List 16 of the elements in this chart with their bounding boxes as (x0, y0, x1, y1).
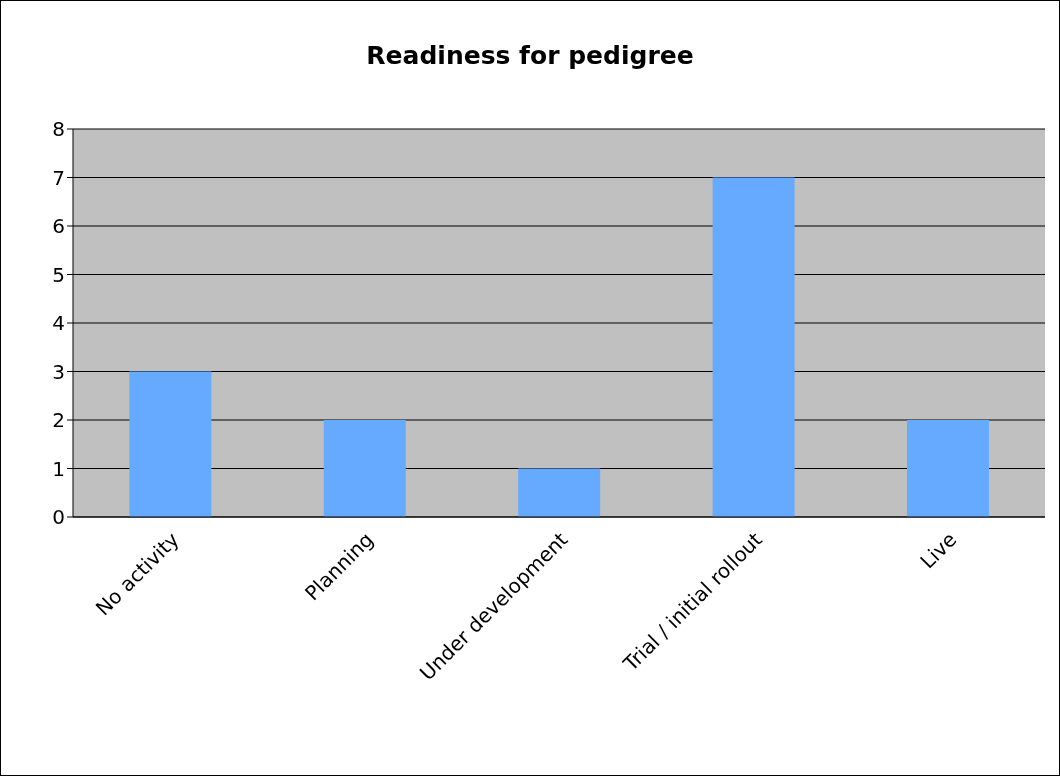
y-tick-label: 1 (52, 456, 65, 481)
y-tick-label: 7 (52, 165, 65, 190)
y-tick-label: 0 (52, 505, 65, 530)
bar (906, 420, 989, 517)
bar (129, 371, 212, 517)
y-tick-label: 2 (52, 408, 65, 433)
bar (712, 177, 795, 517)
y-tick-label: 3 (52, 359, 65, 384)
bar (323, 420, 406, 517)
y-tick-label: 5 (52, 262, 65, 287)
y-tick-label: 4 (52, 311, 65, 336)
x-tick-label: Live (915, 527, 962, 574)
bar (518, 468, 601, 517)
y-tick-label: 6 (52, 214, 65, 239)
chart-title: Readiness for pedigree (365, 41, 695, 70)
y-tick-label: 8 (52, 117, 65, 142)
